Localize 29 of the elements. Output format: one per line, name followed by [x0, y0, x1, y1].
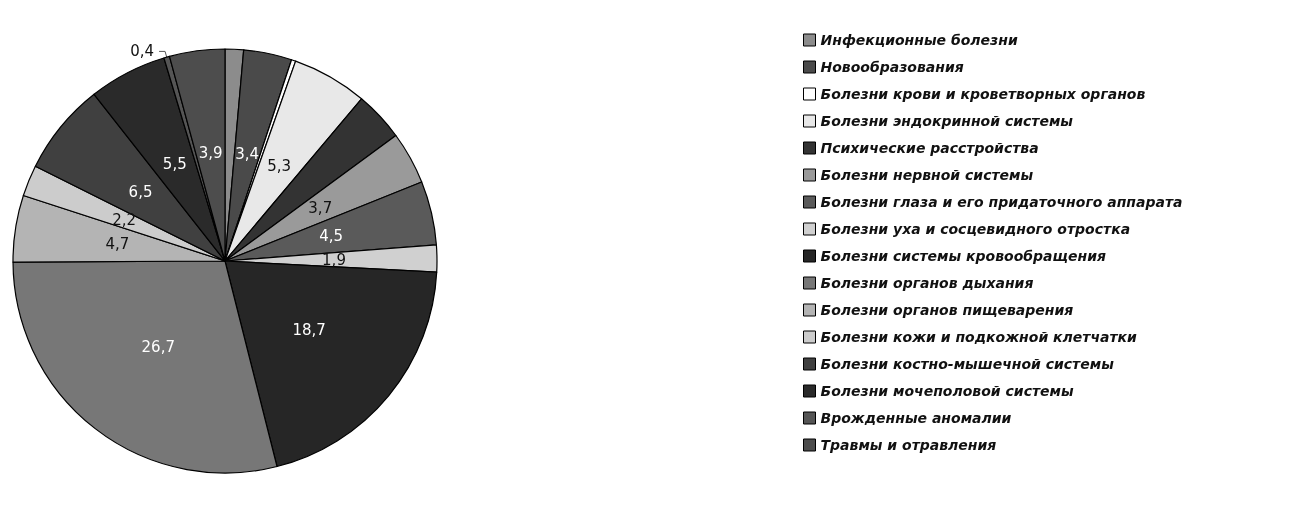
legend-label: Психические расстройства	[820, 140, 1039, 156]
data-label: 5,5	[162, 155, 187, 174]
data-label: 1,9	[322, 250, 346, 269]
legend-label: Инфекционные болезни	[820, 32, 1018, 48]
legend-label: Болезни системы кровообращения	[820, 248, 1106, 264]
legend-label: Болезни органов дыхания	[820, 275, 1034, 291]
data-label: 3,9	[198, 143, 223, 162]
legend-label: Болезни органов пищеварения	[820, 302, 1074, 318]
data-label: 4,7	[105, 235, 130, 254]
legend-label: Болезни уха и сосцевидного отростка	[820, 221, 1131, 237]
data-label: 26,7	[141, 338, 175, 357]
legend-label: Болезни нервной системы	[820, 167, 1034, 183]
legend-label: Болезни крови и кроветворных органов	[820, 86, 1146, 102]
legend-label: Врожденные аномалии	[820, 410, 1012, 426]
legend-label: Травмы и отравления	[820, 437, 997, 453]
legend-label: Болезни кожи и подкожной клетчатки	[820, 329, 1138, 345]
legend-label: Новообразования	[820, 59, 964, 75]
data-label: 4,5	[319, 227, 344, 246]
data-label: 0,4	[130, 42, 155, 61]
data-label: 3,7	[308, 199, 333, 217]
legend-label: Болезни глаза и его придаточного аппарата	[820, 194, 1183, 210]
data-label: 6,5	[128, 183, 153, 202]
data-label: 5,3	[267, 157, 292, 176]
legend-label: Болезни мочеполовой системы	[820, 383, 1074, 399]
legend-label: Болезни костно-мышечной системы	[820, 356, 1115, 372]
data-label: 3,4	[235, 145, 259, 164]
legend-label: Болезни эндокринной системы	[820, 113, 1074, 129]
data-label: 18,7	[292, 321, 326, 340]
data-label: 2,2	[112, 210, 137, 229]
